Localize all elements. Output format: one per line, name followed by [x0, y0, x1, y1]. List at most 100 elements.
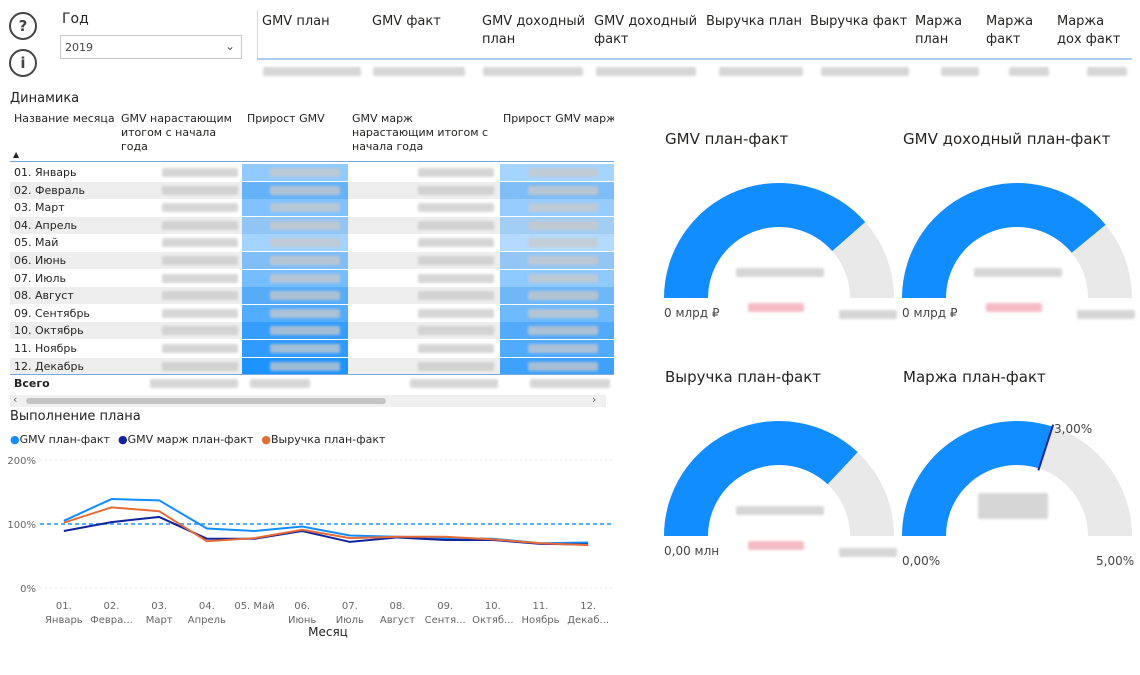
matrix-cell — [242, 357, 348, 375]
horizontal-scrollbar[interactable]: ‹ › — [10, 393, 606, 407]
matrix-cell — [132, 305, 244, 322]
gauge-percent — [748, 303, 804, 312]
matrix-row-label: 11. Ноябрь — [14, 342, 77, 355]
matrix-cell — [500, 304, 614, 322]
year-dropdown[interactable]: 2019 ⌄ — [60, 35, 242, 59]
summary-col-gmv-fact: GMV факт — [372, 14, 441, 29]
plan-line-chart[interactable]: 200% 100% 0% 01. Январь 02. Февра... 03. Март… — [0, 450, 620, 650]
matrix-cell — [348, 199, 500, 216]
gauge-fill — [902, 421, 1053, 536]
matrix-col-gmv-growth[interactable]: Прирост GMV — [247, 112, 325, 125]
summary-col-margin-fact: Маржа факт — [986, 14, 1034, 47]
matrix-row[interactable]: 06. Июнь — [10, 252, 614, 269]
gauge-gmv-income[interactable]: GMV доходный план-факт 0 млрд ₽ — [902, 130, 1136, 340]
matrix-row[interactable]: 07. Июль — [10, 269, 614, 287]
matrix-cell — [500, 252, 614, 269]
matrix-row-label: 08. Август — [14, 289, 74, 303]
matrix-cell — [348, 164, 500, 181]
matrix-row-label: 01. Январь — [14, 166, 77, 179]
gauge-min-label: 0,00% — [902, 554, 941, 568]
matrix-row[interactable]: 01. Январь — [10, 164, 614, 181]
matrix-row[interactable]: 11. Ноябрь — [10, 340, 614, 357]
gauge-gmv[interactable]: GMV план-факт 0 млрд ₽ — [664, 130, 898, 340]
x-tick-label: 06. — [294, 601, 310, 612]
scroll-right-icon[interactable]: › — [592, 393, 597, 406]
matrix-row[interactable]: 05. Май — [10, 234, 614, 252]
matrix-col-month[interactable]: Название месяца — [14, 112, 115, 125]
matrix-col-gmv-margin-cumulative[interactable]: GMV марж нарастающим итогом с начала год… — [352, 112, 489, 153]
scrollbar-thumb[interactable] — [26, 398, 386, 404]
matrix-cell — [500, 269, 614, 287]
summary-col-gmv-income-plan: GMV доходный план — [482, 14, 586, 47]
matrix-cell — [500, 287, 614, 305]
gauge-fill — [902, 183, 1106, 298]
x-tick-label: 01. — [56, 601, 72, 612]
matrix-cell — [500, 199, 614, 217]
matrix-row-label: 03. Март — [14, 201, 65, 215]
matrix-col-gmv-cumulative[interactable]: GMV нарастающим итогом с начала года — [121, 112, 232, 153]
matrix-cell — [132, 270, 244, 287]
matrix-cell — [132, 340, 244, 357]
gauge-revenue[interactable]: Выручка план-факт 0,00 млн — [664, 368, 898, 578]
help-icon[interactable]: ? — [9, 12, 37, 40]
matrix-row[interactable]: 03. Март — [10, 199, 614, 217]
gauge-max-label-text: 5,00% — [1096, 554, 1135, 568]
x-tick-label: Ноябрь — [521, 615, 559, 626]
gauge-title: Маржа план-факт — [903, 368, 1046, 386]
gauge-percent — [748, 541, 804, 550]
x-tick-label: 02. — [104, 601, 120, 612]
matrix-total-label: Всего — [14, 377, 50, 390]
gauge-value — [736, 506, 824, 515]
gauge-target-marker — [1037, 424, 1055, 471]
x-tick-label: Июнь — [288, 615, 316, 626]
x-tick-label: 05. Май — [234, 601, 274, 612]
matrix-cell — [242, 199, 348, 217]
matrix-row-label: 02. Февраль — [14, 183, 85, 197]
matrix-col-gmv-margin-growth[interactable]: Прирост GMV марж — [503, 112, 614, 125]
matrix-header-underline — [10, 161, 614, 162]
matrix-cell — [132, 182, 244, 199]
legend-item-revenue[interactable]: ●Выручка план-факт — [261, 433, 386, 446]
matrix-cell — [500, 322, 614, 340]
x-tick-label: 12. — [580, 601, 596, 612]
summary-col-gmv-plan: GMV план — [262, 14, 330, 29]
y-tick-200: 200% — [7, 456, 36, 467]
matrix-row[interactable]: 08. Август — [10, 287, 614, 305]
matrix-cell — [132, 287, 244, 304]
gauge-max-label — [1077, 310, 1135, 319]
matrix-cell — [348, 322, 500, 339]
info-icon[interactable]: i — [9, 49, 37, 77]
matrix-row[interactable]: 04. Апрель — [10, 216, 614, 234]
summary-values-row — [261, 65, 1131, 77]
matrix-row[interactable]: 12. Декабрь — [10, 357, 614, 375]
scroll-left-icon[interactable]: ‹ — [13, 393, 18, 406]
gauge-value — [974, 268, 1062, 277]
x-tick-label: Август — [380, 615, 415, 626]
matrix-cell — [348, 270, 500, 287]
legend-item-gmv-margin[interactable]: ●GMV марж план-факт — [117, 433, 254, 446]
matrix-row[interactable]: 09. Сентябрь — [10, 304, 614, 322]
sort-ascending-icon[interactable]: ▲ — [13, 150, 20, 159]
plan-chart-legend: ●GMV план-факт ●GMV марж план-факт ●Выру… — [10, 433, 385, 446]
matrix-cell — [132, 164, 244, 181]
summary-col-gmv-income-fact: GMV доходный факт — [594, 14, 698, 47]
x-tick-label: 07. — [342, 601, 358, 612]
x-tick-label: 03. — [151, 601, 167, 612]
gauge-margin[interactable]: Маржа план-факт 0,00% 5,00% 3,00% — [902, 368, 1136, 578]
matrix-cell — [348, 252, 500, 269]
matrix-cell — [500, 181, 614, 199]
x-tick-label: 04. — [199, 601, 215, 612]
matrix-row[interactable]: 02. Февраль — [10, 181, 614, 199]
year-dropdown-value: 2019 — [65, 41, 93, 54]
x-tick-label: Январь — [45, 615, 83, 626]
gauge-value — [736, 268, 824, 277]
gauge-title: GMV план-факт — [665, 130, 789, 148]
matrix-cell — [500, 357, 614, 375]
matrix-cell — [242, 234, 348, 252]
gauge-title: GMV доходный план-факт — [903, 130, 1111, 148]
matrix-row[interactable]: 10. Октябрь — [10, 322, 614, 340]
matrix-cell — [500, 164, 614, 181]
x-tick-label: 09. — [437, 601, 453, 612]
summary-col-revenue-fact: Выручка факт — [810, 14, 908, 29]
legend-item-gmv[interactable]: ●GMV план-факт — [10, 433, 110, 446]
